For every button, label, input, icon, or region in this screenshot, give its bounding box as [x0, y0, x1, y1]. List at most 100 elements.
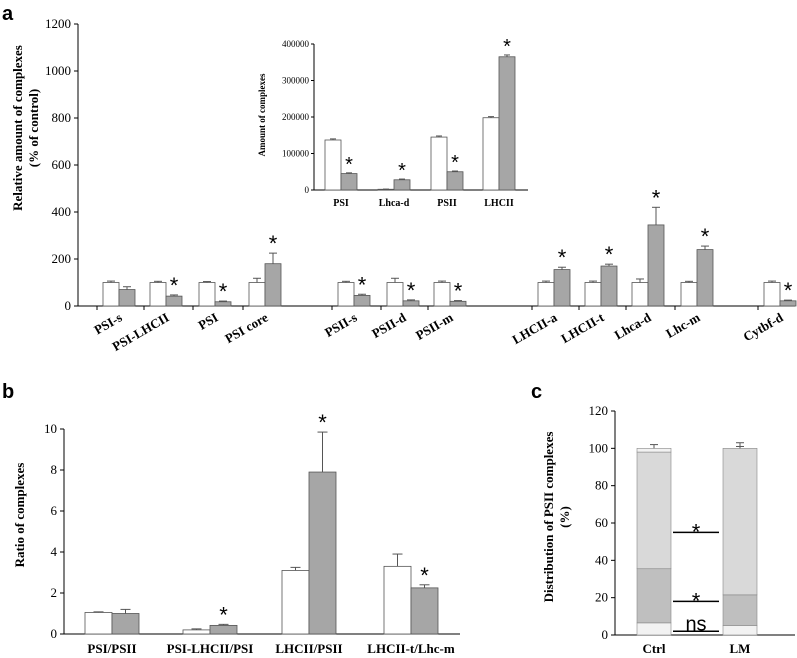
inset-bar-control: [324, 139, 342, 191]
a-bar-control: [537, 282, 555, 307]
c-y-tick-label: 40: [595, 552, 608, 567]
panel-a-plot: 020040060080010001200PSI-s*PSI-LHCII*PSI…: [45, 16, 797, 354]
a-bar-control: [248, 282, 266, 307]
a-significance-star: *: [170, 273, 179, 298]
inset-category-label: PSII: [437, 198, 457, 209]
a-bar-control: [433, 282, 451, 307]
b-category-label: PSI/PSII: [87, 641, 136, 656]
a-significance-star: *: [454, 279, 463, 304]
a-y-tick-label: 400: [52, 204, 72, 219]
b-category-label: LHCII-t/Lhc-m: [367, 641, 455, 656]
inset-significance-star: *: [503, 36, 511, 58]
b-bar-control: [383, 565, 412, 635]
c-y-tick-label: 0: [602, 627, 609, 642]
c-stack-segment: [636, 448, 672, 453]
inset-y-tick-label: 0: [305, 185, 310, 195]
inset-y-tick-label: 300000: [282, 76, 310, 86]
b-y-tick-label: 4: [51, 544, 58, 559]
a-significance-star: *: [784, 278, 793, 303]
b-bar-control: [182, 629, 211, 635]
a-y-tick-label: 800: [52, 110, 72, 125]
a-bar-treated: [118, 289, 136, 307]
inset-bar-treated: [446, 171, 464, 191]
panel-a: a Relative amount of complexes (% of con…: [2, 3, 797, 354]
a-bar-treated: [553, 269, 571, 307]
c-category-label: Ctrl: [642, 641, 665, 656]
inset-y-tick-label: 400000: [282, 39, 310, 49]
inset-ylabel: Amount of complexes: [257, 73, 267, 156]
panel-c-ylabel: Distribution of PSII complexes: [541, 432, 556, 603]
panel-b: b Ratio of complexes 0 2 4 6 8 10 PSI/PSII * PSI…: [2, 381, 460, 656]
a-bar-control: [386, 282, 404, 307]
c-stack-segment: [722, 625, 758, 636]
a-significance-star: *: [605, 242, 614, 267]
a-significance-star: *: [558, 245, 567, 270]
panel-c: c Distribution of PSII complexes (%) 0 20…: [531, 381, 795, 656]
inset-significance-star: *: [398, 160, 406, 182]
a-bar-control: [198, 282, 216, 307]
a-category-label: PSI-s: [91, 310, 124, 338]
b-significance-star: *: [318, 410, 327, 435]
a-y-tick-label: 0: [65, 298, 72, 313]
a-bar-control: [102, 282, 120, 307]
b-y-tick-label: 10: [44, 421, 57, 436]
a-category-label: Lhc-m: [663, 310, 703, 341]
inset-significance-star: *: [451, 152, 459, 174]
b-bar-control: [281, 570, 310, 635]
a-significance-star: *: [219, 279, 228, 304]
a-bar-control: [149, 282, 167, 307]
panel-c-ylabel2: (%): [557, 506, 572, 528]
a-y-tick-label: 1200: [45, 16, 71, 31]
a-category-label: Cytbf-d: [740, 309, 786, 344]
a-significance-star: *: [652, 185, 661, 210]
a-y-tick-label: 200: [52, 251, 72, 266]
c-stack-segment: [722, 448, 758, 596]
inset-category-label: LHCII: [484, 198, 514, 209]
c-y-tick-label: 20: [595, 590, 608, 605]
a-category-label: PSII-s: [322, 310, 360, 340]
a-bar-control: [631, 282, 649, 307]
a-significance-star: *: [701, 224, 710, 249]
b-bar-control: [84, 612, 113, 635]
inset-bar-control: [430, 136, 448, 191]
b-bar-treated: [111, 613, 140, 635]
panel-a-label: a: [2, 3, 14, 25]
b-y-tick-label: 6: [51, 503, 58, 518]
inset-y-tick-label: 200000: [282, 112, 310, 122]
inset-bar-treated: [498, 56, 516, 191]
c-annotation-star: *: [692, 519, 701, 544]
a-significance-star: *: [269, 231, 278, 256]
b-y-tick-label: 0: [51, 626, 58, 641]
b-y-tick-label: 8: [51, 462, 58, 477]
a-significance-star: *: [407, 278, 416, 303]
b-bar-treated: [308, 471, 337, 635]
panel-a-ylabel: Relative amount of complexes: [10, 45, 25, 211]
c-y-tick-label: 80: [595, 478, 608, 493]
a-y-tick-label: 1000: [45, 63, 71, 78]
b-category-label: PSI-LHCII/PSI: [167, 641, 254, 656]
a-bar-treated: [696, 249, 714, 307]
panel-b-ylabel: Ratio of complexes: [12, 463, 27, 568]
a-y-tick-label: 600: [52, 157, 72, 172]
a-bar-control: [584, 282, 602, 307]
c-category-label: LM: [730, 641, 751, 656]
panel-a-inset: Amount of complexes 0 100000 200000 300000 4…: [257, 36, 528, 209]
a-category-label: PSII-d: [369, 309, 409, 341]
inset-category-label: Lhca-d: [379, 198, 410, 209]
panel-b-plot: 0 2 4 6 8 10 PSI/PSII * PSI-LHCII/PSI * LHCII/PSII…: [44, 410, 460, 656]
a-bar-treated: [600, 265, 618, 307]
a-category-label: PSI core: [222, 309, 270, 346]
b-y-tick-label: 2: [51, 585, 58, 600]
a-category-label: LHCII-a: [509, 309, 559, 347]
inset-significance-star: *: [345, 154, 353, 176]
inset-bar-control: [482, 117, 500, 191]
b-significance-star: *: [420, 563, 429, 588]
a-category-label: PSI: [195, 310, 220, 333]
panel-c-label: c: [531, 381, 542, 403]
a-bar-treated: [647, 224, 665, 307]
a-bar-control: [337, 282, 355, 307]
b-bar-treated: [410, 587, 439, 635]
a-category-label: PSII-m: [413, 310, 456, 343]
